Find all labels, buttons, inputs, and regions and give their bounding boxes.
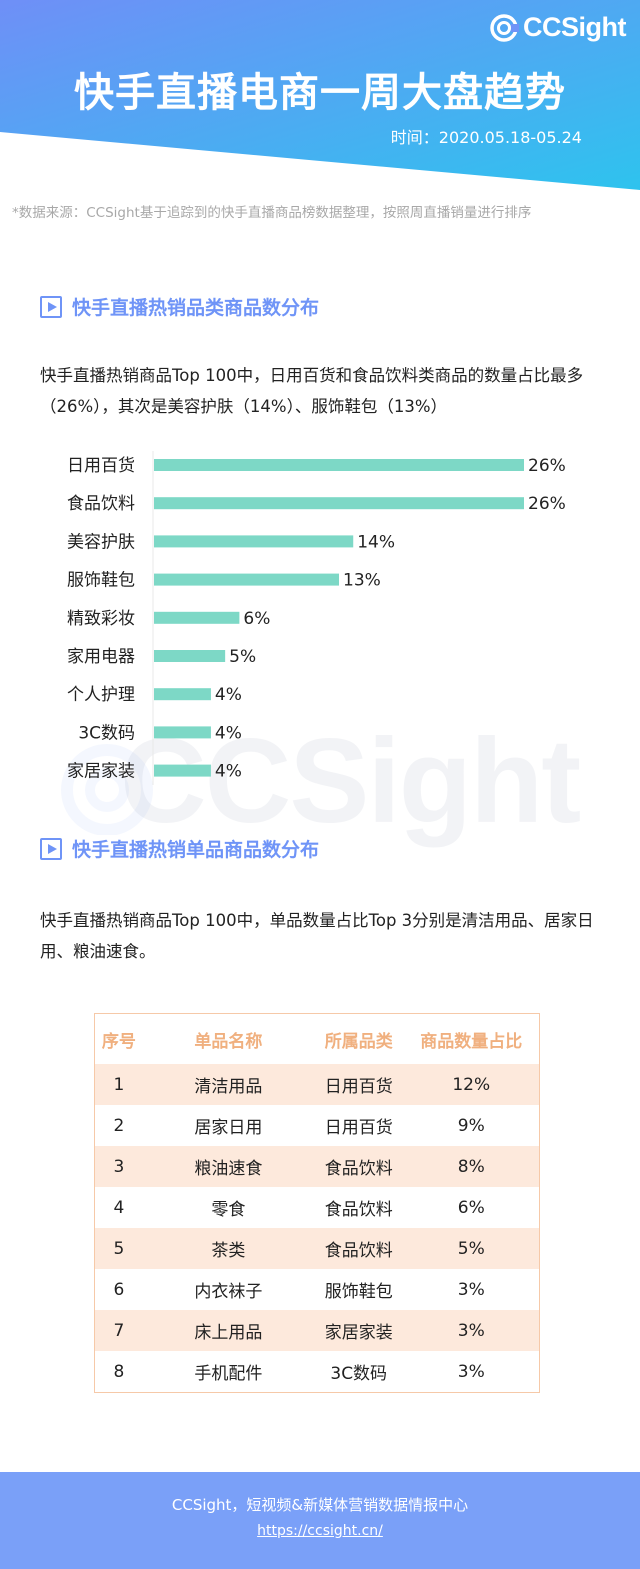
bar-value-label: 4% <box>215 723 242 743</box>
header-background <box>0 0 640 190</box>
top-items-table: 序号 单品名称 所属品类 商品数量占比 1 清洁用品 日用百货 12% 2 居家日用 日用百… <box>94 1013 540 1393</box>
category-label: 3C数码 <box>78 723 135 743</box>
cell-share: 12% <box>403 1064 539 1105</box>
play-icon <box>40 837 62 860</box>
page-title: 快手直播电商一周大盘趋势 <box>74 70 566 116</box>
category-label: 精致彩妆 <box>67 609 135 629</box>
date-range: 时间：2020.05.18-05.24 <box>390 128 582 147</box>
section-description: 快手直播热销商品Top 100中，单品数量占比Top 3分别是清洁用品、居家日用… <box>40 911 594 961</box>
ccsight-logo-icon <box>490 13 520 42</box>
footer: CCSight，短视频&新媒体营销数据情报中心 https://ccsight.… <box>0 1472 640 1569</box>
bar-value-label: 4% <box>215 762 242 782</box>
table-row: 5 茶类 食品饮料 5% <box>95 1228 539 1269</box>
bar-value-label: 26% <box>528 494 566 514</box>
cell-share: 9% <box>457 1115 485 1136</box>
data-source-note: *数据来源：CCSight基于追踪到的快手直播商品榜数据整理，按照周直播销量进行… <box>12 205 532 221</box>
table-row: 8 手机配件 3C数码 3% <box>95 1351 539 1392</box>
bar <box>154 535 354 548</box>
cell-item: 内衣袜子 <box>194 1282 263 1302</box>
category-label: 个人护理 <box>67 685 135 705</box>
category-label: 服饰鞋包 <box>67 571 135 591</box>
footer-website-link[interactable]: https://ccsight.cn/ <box>257 1523 383 1539</box>
brand-name: CCSight <box>523 12 626 42</box>
bar-value-label: 5% <box>229 647 256 667</box>
bar <box>154 497 524 510</box>
column-header-item: 单品名称 <box>194 1031 263 1052</box>
section-heading-category: 快手直播热销品类商品数分布 <box>40 293 319 320</box>
bar <box>154 688 211 701</box>
section-description: 快手直播热销商品Top 100中，日用百货和食品饮料类商品的数量占比最多（26%… <box>40 366 584 416</box>
cell-share: 8% <box>403 1146 539 1187</box>
bar-value-label: 13% <box>343 571 381 591</box>
section-title: 快手直播热销品类商品数分布 <box>72 297 320 319</box>
column-header-share: 商品数量占比 <box>420 1031 523 1052</box>
cell-rank: 2 <box>113 1115 125 1136</box>
cell-rank: 7 <box>95 1310 143 1351</box>
cell-item: 居家日用 <box>194 1118 263 1138</box>
brand-logo[interactable]: CCSight <box>489 12 626 43</box>
cell-item: 手机配件 <box>194 1364 263 1384</box>
cell-category: 3C数码 <box>330 1364 388 1384</box>
bar-value-label: 14% <box>357 532 395 552</box>
cell-share: 3% <box>457 1279 485 1300</box>
cell-share: 5% <box>403 1228 539 1269</box>
table-row: 4 零食 食品饮料 6% <box>95 1187 539 1228</box>
table-row: 7 床上用品 家居家装 3% <box>95 1310 539 1351</box>
bar <box>154 650 226 662</box>
cell-share: 3% <box>457 1361 485 1382</box>
column-header-category: 所属品类 <box>324 1031 393 1052</box>
cell-rank: 6 <box>113 1279 125 1300</box>
cell-item: 茶类 <box>142 1228 314 1269</box>
cell-category: 食品饮料 <box>313 1228 404 1269</box>
bar <box>154 611 240 624</box>
cell-rank: 4 <box>113 1197 125 1218</box>
bar-value-label: 26% <box>528 456 566 476</box>
table-row: 2 居家日用 日用百货 9% <box>95 1105 539 1146</box>
cell-item: 清洁用品 <box>142 1064 314 1105</box>
category-label: 家居家装 <box>67 762 135 782</box>
footer-tagline: CCSight，短视频&新媒体营销数据情报中心 <box>171 1496 469 1514</box>
cell-item: 床上用品 <box>142 1310 314 1351</box>
cell-item: 零食 <box>211 1200 246 1220</box>
cell-category: 日用百货 <box>313 1064 404 1105</box>
cell-rank: 3 <box>95 1146 143 1187</box>
cell-category: 服饰鞋包 <box>324 1282 393 1302</box>
cell-category: 家居家装 <box>313 1310 404 1351</box>
table-header-row: 序号 单品名称 所属品类 商品数量占比 <box>95 1014 539 1064</box>
column-header-rank: 序号 <box>101 1031 136 1052</box>
section-title: 快手直播热销单品商品数分布 <box>72 839 320 861</box>
category-label: 日用百货 <box>67 456 135 476</box>
table-row: 1 清洁用品 日用百货 12% <box>95 1064 539 1105</box>
cell-item: 粮油速食 <box>142 1146 314 1187</box>
cell-rank: 5 <box>95 1228 143 1269</box>
header-banner: CCSight 快手直播电商一周大盘趋势 时间：2020.05.18-05.24 <box>0 0 640 200</box>
play-icon <box>40 295 62 318</box>
bar <box>154 726 211 739</box>
cell-rank: 1 <box>95 1064 143 1105</box>
category-bar-chart: 日用百货 26% 食品饮料 26% 美容护肤 14% 服饰鞋包 13% 精致彩妆 6% 家用电器 5%… <box>67 451 566 785</box>
bar <box>154 573 339 586</box>
cell-category: 食品饮料 <box>324 1200 393 1220</box>
cell-category: 日用百货 <box>324 1118 393 1138</box>
bar-value-label: 6% <box>243 609 270 629</box>
table-row: 6 内衣袜子 服饰鞋包 3% <box>95 1269 539 1310</box>
bar <box>154 764 211 777</box>
bar-value-label: 4% <box>215 685 242 705</box>
category-label: 美容护肤 <box>67 532 135 552</box>
section-heading-items: 快手直播热销单品商品数分布 <box>40 835 319 862</box>
table-row: 3 粮油速食 食品饮料 8% <box>95 1146 539 1187</box>
category-label: 家用电器 <box>67 647 135 667</box>
cell-category: 食品饮料 <box>313 1146 404 1187</box>
cell-rank: 8 <box>113 1361 125 1382</box>
cell-share: 6% <box>457 1197 485 1218</box>
cell-share: 3% <box>403 1310 539 1351</box>
bar <box>154 459 524 471</box>
category-label: 食品饮料 <box>67 494 135 514</box>
